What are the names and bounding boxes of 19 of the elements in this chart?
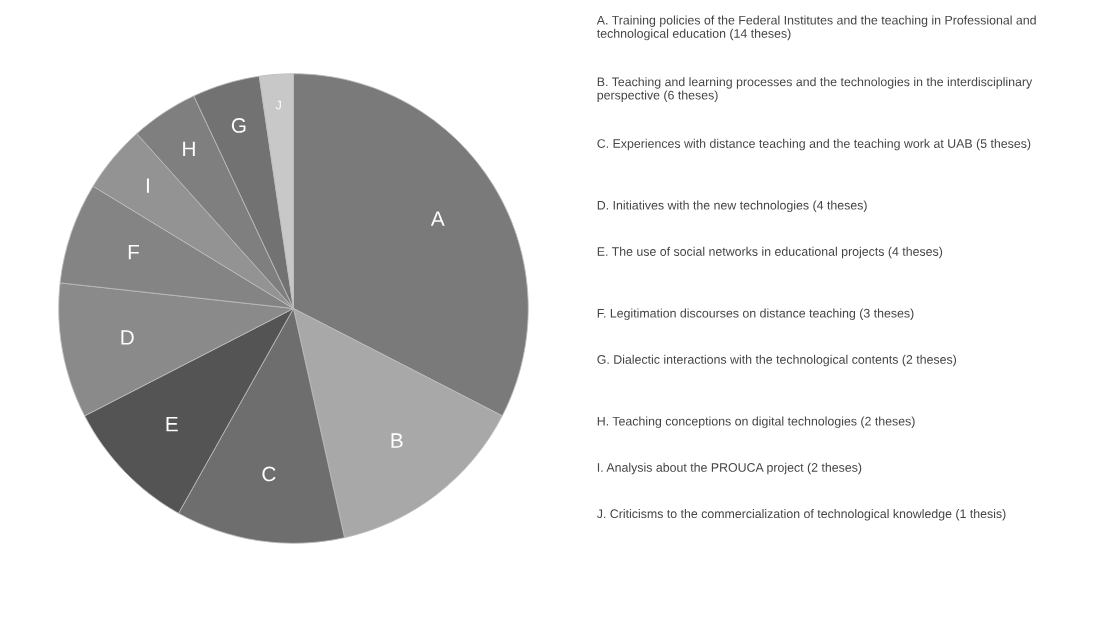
text: H. Teaching conceptions on digital technologies (2 theses) bbox=[597, 416, 915, 428]
text: J. Criticisms to the commercialization of technological knowledge (1 thesis) bbox=[596, 509, 1006, 521]
slice-label: E bbox=[166, 416, 178, 432]
slice-label: D bbox=[121, 330, 134, 345]
slice-label: I bbox=[146, 178, 149, 193]
slice-label: B bbox=[391, 433, 403, 448]
text: C. Experiences with distance teaching and the teaching work at UAB (5 theses) bbox=[597, 138, 1031, 151]
text: B. Teaching and learning processes and the technologies in the interdisciplinary perspective (6 theses) bbox=[597, 77, 1033, 102]
text: D. Initiatives with the new technologies (4 theses) bbox=[597, 200, 867, 213]
text: I. Analysis about the PROUCA project (2 theses) bbox=[597, 462, 862, 475]
slice-label: F bbox=[128, 245, 140, 260]
text: F. Legitimation discourses on distance teaching (3 theses) bbox=[597, 308, 914, 321]
slice-label: G bbox=[231, 118, 246, 133]
text: A. Training policies of the Federal Institutes and the teaching in Professional and technological education (14 theses) bbox=[596, 15, 1036, 41]
slice-label: H bbox=[183, 141, 195, 157]
slice-label: A bbox=[430, 211, 445, 226]
slice-label: C bbox=[262, 466, 276, 482]
text: G. Dialectic interactions with the technological contents (2 theses) bbox=[597, 354, 957, 367]
text: E. The use of social networks in educational projects (4 theses) bbox=[597, 246, 943, 259]
